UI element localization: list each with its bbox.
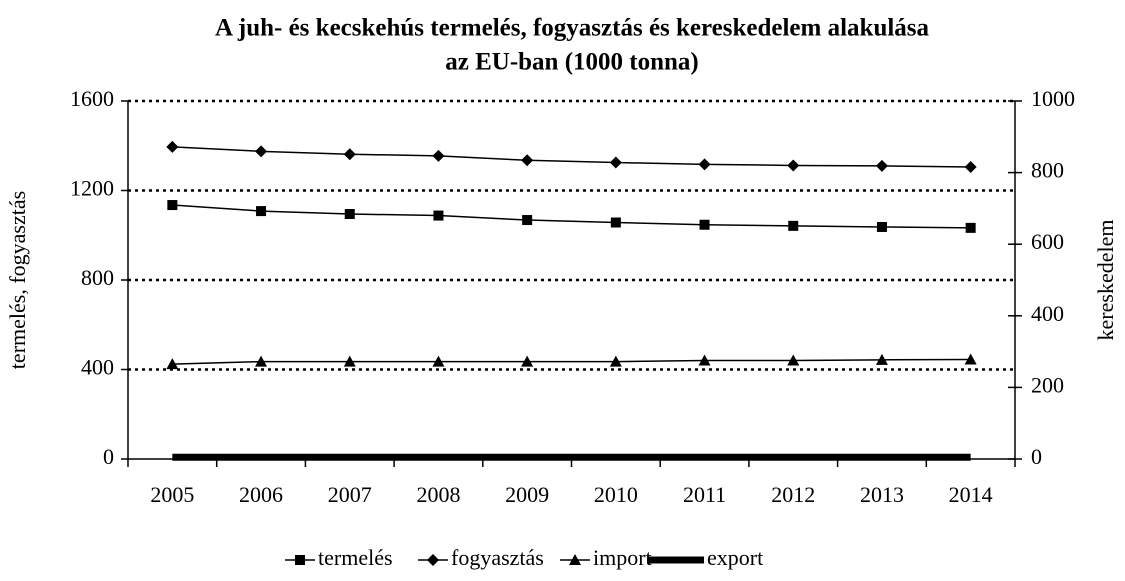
x-tick-label: 2011 [683, 482, 726, 507]
data-point [433, 210, 444, 221]
data-point [344, 208, 355, 219]
data-point [255, 355, 268, 367]
data-point [964, 353, 977, 365]
x-tick-label: 2014 [949, 482, 993, 507]
chart-title: az EU-ban (1000 tonna) [445, 49, 699, 76]
y2-tick-label: 400 [1031, 301, 1064, 326]
data-point [964, 161, 977, 174]
data-point [255, 145, 268, 158]
y2-axis-label: kereskedelem [1093, 220, 1118, 341]
legend-label: import [593, 545, 652, 570]
data-point [698, 158, 711, 171]
data-point [788, 220, 799, 231]
y2-tick-label: 0 [1031, 444, 1042, 469]
legend-marker [427, 554, 439, 566]
y2-tick-label: 1000 [1031, 86, 1075, 111]
x-tick-label: 2013 [860, 482, 904, 507]
legend-marker [295, 555, 305, 565]
data-point [876, 221, 887, 232]
data-point [432, 149, 445, 162]
data-point [256, 206, 267, 217]
data-point [522, 215, 533, 226]
data-point [875, 353, 888, 365]
x-tick-label: 2010 [594, 482, 638, 507]
data-point [521, 154, 534, 167]
series-line [172, 358, 971, 365]
y2-tick-label: 800 [1031, 158, 1064, 183]
data-point [787, 354, 800, 366]
y2-tick-label: 600 [1031, 229, 1064, 254]
data-point [875, 159, 888, 172]
data-point [432, 355, 445, 367]
data-point [167, 200, 178, 211]
data-point [609, 355, 622, 367]
y-tick-label: 800 [81, 265, 114, 290]
data-point [699, 219, 710, 230]
y-axis-label: termelés, fogyasztás [5, 191, 30, 369]
legend-marker [569, 554, 581, 565]
x-tick-label: 2009 [505, 482, 549, 507]
data-point [787, 159, 800, 172]
y2-tick-label: 200 [1031, 372, 1064, 397]
data-point [610, 217, 621, 228]
data-point [965, 222, 976, 233]
legend-label: fogyasztás [451, 545, 544, 570]
y-tick-label: 0 [103, 444, 114, 469]
data-point [521, 355, 534, 367]
y-tick-label: 1200 [70, 176, 114, 201]
data-point [166, 140, 179, 153]
x-tick-label: 2012 [771, 482, 815, 507]
legend-label: export [707, 545, 763, 570]
x-tick-label: 2006 [239, 482, 283, 507]
x-tick-label: 2007 [328, 482, 372, 507]
chart-title: A juh- és kecskehús termelés, fogyasztás… [215, 15, 930, 42]
x-tick-label: 2005 [150, 482, 194, 507]
series-line [172, 204, 971, 229]
data-point [343, 355, 356, 367]
data-point [609, 156, 622, 169]
y-tick-label: 400 [81, 355, 114, 380]
y-tick-label: 1600 [70, 86, 114, 111]
x-tick-label: 2008 [416, 482, 460, 507]
data-point [343, 148, 356, 161]
data-point [166, 358, 179, 370]
data-point [698, 354, 711, 366]
series-line [172, 146, 971, 168]
legend-label: termelés [318, 545, 393, 570]
